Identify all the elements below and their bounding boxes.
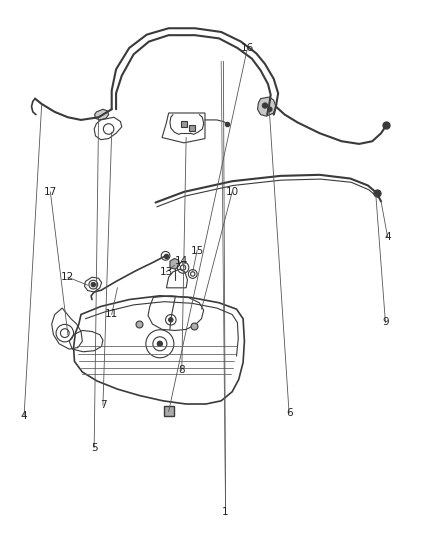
Text: 8: 8 [178,366,185,375]
Circle shape [268,107,272,111]
Text: 7: 7 [99,400,106,410]
Text: 4: 4 [384,232,391,242]
Polygon shape [258,97,276,116]
Text: 15: 15 [191,246,204,255]
Circle shape [157,341,162,346]
Text: 16: 16 [241,43,254,53]
Circle shape [91,282,95,287]
Circle shape [169,318,173,322]
Text: 17: 17 [44,187,57,197]
Text: 13: 13 [160,267,173,277]
Text: 12: 12 [61,272,74,282]
Polygon shape [95,109,109,120]
Circle shape [262,103,268,108]
Text: 4: 4 [21,411,28,421]
Text: 6: 6 [286,408,293,418]
Text: 14: 14 [175,256,188,266]
Text: 1: 1 [222,507,229,516]
Text: 9: 9 [382,318,389,327]
Text: 10: 10 [226,187,239,197]
Text: 11: 11 [105,310,118,319]
Polygon shape [170,259,180,269]
Text: 5: 5 [91,443,98,453]
